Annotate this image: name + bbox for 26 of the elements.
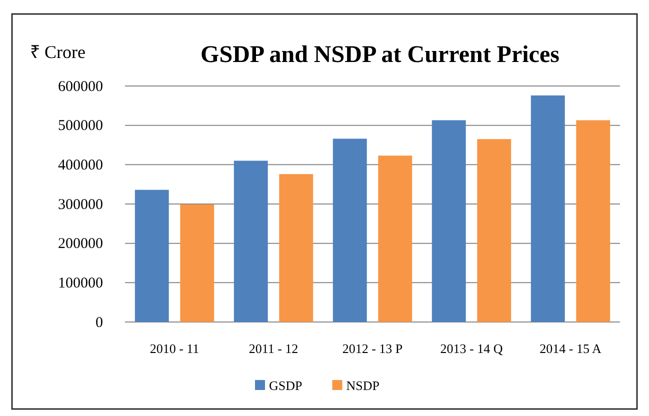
bar [378,156,412,322]
x-tick-label: 2012 - 13 P [342,341,403,356]
y-tick-label: 600000 [58,78,103,95]
bar [530,95,565,322]
legend-label: NSDP [346,378,380,393]
chart-title: GSDP and NSDP at Current Prices [200,42,560,68]
bar [234,160,268,322]
bar [332,138,367,322]
y-tick-label: 100000 [58,275,103,292]
legend-label: GSDP [269,378,302,393]
y-tick-label: 300000 [58,196,103,213]
y-tick-label: 400000 [58,157,103,174]
bar [279,174,314,322]
bar [576,120,610,322]
bar [477,139,512,322]
x-tick-label: 2014 - 15 A [540,341,602,356]
x-tick-label: 2011 - 12 [248,341,298,356]
bar [180,204,214,322]
y-tick-label: 200000 [58,236,103,252]
y-tick-label: 0 [96,314,103,331]
x-tick-label: 2010 - 11 [150,341,200,356]
y-tick-label: 500000 [58,118,103,134]
y-axis-title: ₹ Crore [30,42,86,62]
bar [432,120,466,322]
x-tick-label: 2013 - 14 Q [440,341,504,356]
bar [134,190,169,322]
